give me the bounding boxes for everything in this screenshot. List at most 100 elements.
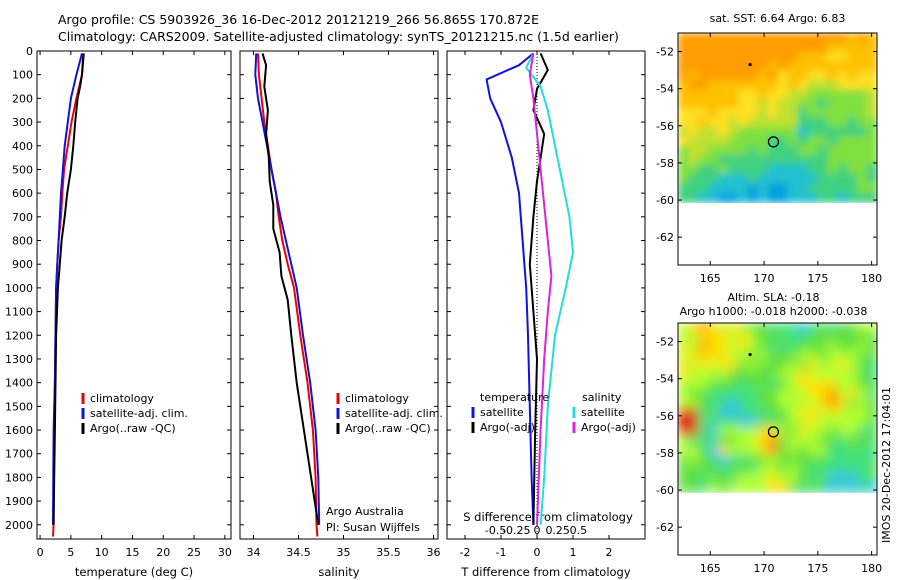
heatmap-cell [767, 369, 779, 381]
heatmap-cell [688, 155, 699, 166]
argo-position-marker [767, 426, 780, 438]
heatmap-cell [747, 426, 759, 437]
heatmap-cell [817, 407, 829, 418]
heatmap-cell [757, 332, 769, 343]
heatmap-cell [707, 183, 719, 194]
heatmap-cell [757, 89, 769, 100]
heatmap-cell [867, 454, 877, 465]
heatmap-cell [717, 173, 729, 185]
heatmap-cell [827, 388, 839, 400]
map-title-line2: Argo h1000: -0.018 h2000: -0.038 [680, 305, 868, 318]
heatmap-cell [727, 33, 739, 44]
s-tick-label: 0 [534, 524, 541, 537]
heatmap-cell [717, 51, 729, 63]
heatmap-cell [737, 341, 749, 353]
heatmap-cell [757, 98, 769, 110]
heatmap-cell [727, 192, 739, 203]
heatmap-cell [697, 426, 709, 437]
heatmap-cell [777, 388, 789, 400]
heatmap-cell [827, 164, 839, 175]
heatmap-cell [767, 108, 779, 119]
heatmap-cell [797, 61, 809, 72]
heatmap-cell [688, 360, 699, 371]
heatmap-cell [787, 426, 799, 437]
heatmap-cell [688, 98, 699, 110]
heatmap-cell [837, 482, 849, 493]
heatmap-cell [797, 108, 809, 119]
side-stamp: IMOS 20-Dec-2012 17:04:01 [880, 387, 893, 543]
heatmap-cell [747, 435, 759, 446]
heatmap-cell [737, 416, 749, 428]
heatmap-cell [767, 173, 779, 185]
heatmap-cell [747, 117, 759, 128]
heatmap-cell [817, 136, 829, 147]
heatmap-cell [787, 173, 799, 185]
y-tick-label: 500 [12, 163, 33, 176]
heatmap-cell [807, 61, 819, 72]
legend-entry: satellite-adj. clim. [345, 407, 443, 420]
heatmap-cell [797, 126, 809, 138]
heatmap-cell [837, 379, 849, 390]
heatmap-cell [847, 398, 858, 409]
heatmap-cell [847, 145, 858, 156]
heatmap-cell [707, 108, 719, 119]
heatmap-cell [787, 79, 799, 91]
heatmap-cell [777, 126, 789, 138]
heatmap-cell [837, 145, 849, 156]
heatmap-cell [837, 454, 849, 465]
heatmap-cell [837, 332, 849, 343]
heatmap-cell [767, 351, 779, 362]
heatmap-cell [737, 445, 749, 456]
heatmap-cell [847, 360, 858, 371]
heatmap-cell [717, 416, 729, 428]
heatmap-cell [688, 33, 699, 44]
heatmap-cell [747, 379, 759, 390]
y-tick-label: -58 [656, 157, 674, 170]
heatmap-cell [807, 332, 819, 343]
heatmap-cell [797, 183, 809, 194]
x-tick-label: 1 [570, 546, 577, 559]
heatmap-cell [807, 117, 819, 128]
heatmap-cell [797, 79, 809, 91]
heatmap-cell [757, 360, 769, 371]
heatmap-cell [717, 323, 729, 334]
heatmap-cell [727, 89, 739, 100]
heatmap-cell [837, 463, 849, 475]
heatmap-cell [747, 33, 759, 44]
heatmap-cell [727, 482, 739, 493]
heatmap-cell [867, 369, 877, 381]
heatmap-cell [767, 98, 779, 110]
heatmap-cell [697, 42, 709, 53]
heatmap-cell [857, 79, 868, 91]
legend-group-title: temperature [480, 391, 549, 404]
heatmap-cell [777, 89, 789, 100]
heatmap-cell [688, 164, 699, 175]
heatmap-cell [717, 79, 729, 91]
heatmap-cell [867, 323, 877, 334]
heatmap-cell [737, 117, 749, 128]
heatmap-cell [707, 126, 719, 138]
x-tick-label: 0 [37, 546, 44, 559]
heatmap-cell [757, 70, 769, 81]
heatmap-cell [847, 117, 858, 128]
heatmap-cell [867, 79, 877, 91]
heatmap-cell [827, 79, 839, 91]
annotation-line1: Argo Australia [326, 505, 404, 518]
heatmap-cell [837, 42, 849, 53]
heatmap-cell [867, 126, 877, 138]
heatmap-cell [797, 33, 809, 44]
x-tick-label: 10 [95, 546, 109, 559]
heatmap-cell [847, 42, 858, 53]
heatmap-cell [867, 173, 877, 185]
heatmap-cell [737, 173, 749, 185]
heatmap-cell [857, 445, 868, 456]
heatmap-cell [707, 61, 719, 72]
heatmap-cell [837, 192, 849, 203]
heatmap-cell [867, 164, 877, 175]
heatmap-cell [787, 435, 799, 446]
heatmap-cell [807, 89, 819, 100]
heatmap-cell [817, 61, 829, 72]
heatmap-cell [678, 183, 689, 194]
heatmap-cell [797, 416, 809, 428]
heatmap-cell [847, 445, 858, 456]
